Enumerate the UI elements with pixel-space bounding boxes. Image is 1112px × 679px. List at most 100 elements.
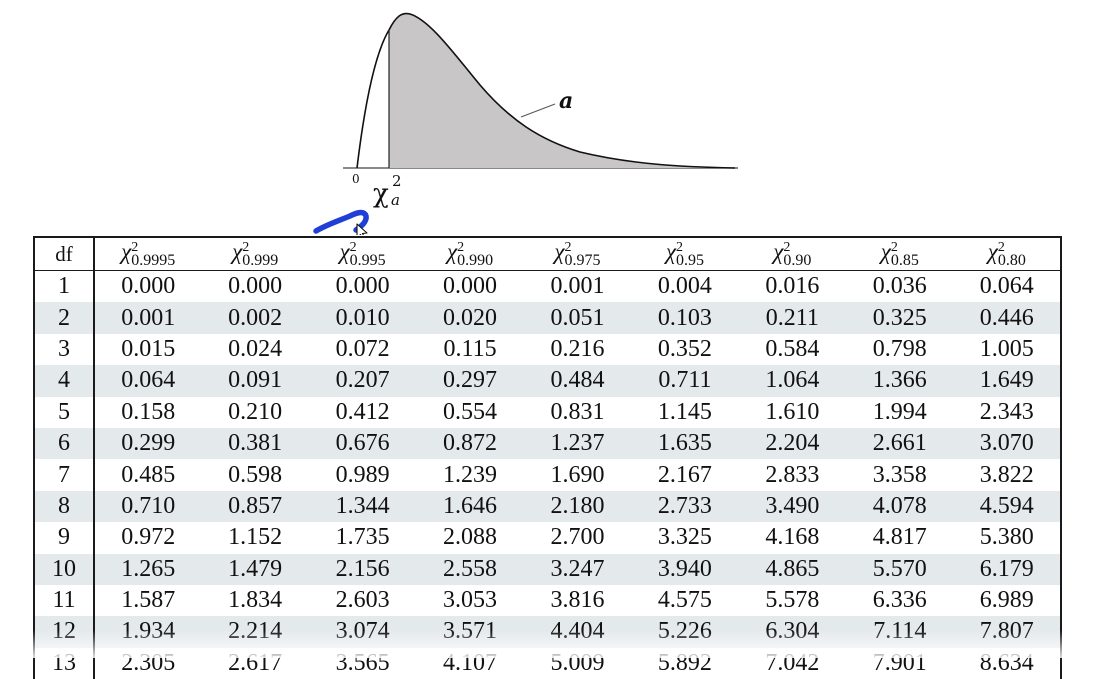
- column-subscript: 0.85: [891, 253, 919, 269]
- chi-symbol: χ: [666, 239, 676, 264]
- value-cell: 7.042: [739, 648, 846, 679]
- value-cell: 0.015: [94, 334, 201, 365]
- value-cell: 0.016: [739, 271, 846, 303]
- value-cell: 3.070: [954, 428, 1062, 459]
- value-cell: 1.265: [94, 554, 201, 585]
- value-cell: 8.634: [954, 648, 1062, 679]
- value-cell: 4.404: [524, 616, 631, 647]
- value-cell: 0.446: [954, 302, 1062, 333]
- value-cell: 0.051: [524, 302, 631, 333]
- df-cell: 1: [34, 271, 94, 303]
- value-cell: 5.226: [631, 616, 738, 647]
- value-cell: 2.558: [416, 554, 523, 585]
- value-cell: 0.485: [94, 459, 201, 490]
- value-cell: 0.584: [739, 334, 846, 365]
- value-cell: 4.078: [846, 491, 953, 522]
- value-cell: 0.352: [631, 334, 738, 365]
- value-cell: 2.603: [309, 585, 416, 616]
- value-cell: 4.817: [846, 522, 953, 553]
- value-cell: 1.145: [631, 397, 738, 428]
- zero-label: 0: [352, 172, 360, 186]
- value-cell: 0.024: [201, 334, 308, 365]
- column-subscript: 0.999: [242, 253, 278, 269]
- value-cell: 0.010: [309, 302, 416, 333]
- value-cell: 2.661: [846, 428, 953, 459]
- value-cell: 3.053: [416, 585, 523, 616]
- column-subscript: 0.975: [565, 253, 601, 269]
- chi-symbol: χ: [773, 239, 783, 264]
- value-cell: 5.578: [739, 585, 846, 616]
- chi-square-distribution-figure: 0 χ 2 a a: [0, 0, 1112, 235]
- value-cell: 4.594: [954, 491, 1062, 522]
- value-cell: 2.343: [954, 397, 1062, 428]
- df-cell: 12: [34, 616, 94, 647]
- value-cell: 0.412: [309, 397, 416, 428]
- value-cell: 2.204: [739, 428, 846, 459]
- value-cell: 0.484: [524, 365, 631, 396]
- value-cell: 1.479: [201, 554, 308, 585]
- value-cell: 3.358: [846, 459, 953, 490]
- value-cell: 0.710: [94, 491, 201, 522]
- value-cell: 5.570: [846, 554, 953, 585]
- value-cell: 0.216: [524, 334, 631, 365]
- value-cell: 3.247: [524, 554, 631, 585]
- value-cell: 0.211: [739, 302, 846, 333]
- value-cell: 3.565: [309, 648, 416, 679]
- value-cell: 2.167: [631, 459, 738, 490]
- value-cell: 1.610: [739, 397, 846, 428]
- value-cell: 0.115: [416, 334, 523, 365]
- value-cell: 4.575: [631, 585, 738, 616]
- chi-symbol: χ: [988, 239, 998, 264]
- value-cell: 1.005: [954, 334, 1062, 365]
- value-cell: 0.000: [94, 271, 201, 303]
- value-cell: 3.940: [631, 554, 738, 585]
- value-cell: 0.000: [309, 271, 416, 303]
- value-cell: 1.587: [94, 585, 201, 616]
- value-cell: 1.735: [309, 522, 416, 553]
- value-cell: 0.000: [416, 271, 523, 303]
- value-cell: 2.733: [631, 491, 738, 522]
- value-cell: 0.072: [309, 334, 416, 365]
- value-cell: 4.168: [739, 522, 846, 553]
- value-cell: 0.989: [309, 459, 416, 490]
- value-cell: 0.210: [201, 397, 308, 428]
- value-cell: 2.156: [309, 554, 416, 585]
- value-cell: 7.901: [846, 648, 953, 679]
- value-cell: 3.325: [631, 522, 738, 553]
- value-cell: 1.635: [631, 428, 738, 459]
- df-cell: 8: [34, 491, 94, 522]
- value-cell: 2.700: [524, 522, 631, 553]
- column-subscript: 0.80: [998, 253, 1026, 269]
- value-cell: 0.598: [201, 459, 308, 490]
- df-cell: 5: [34, 397, 94, 428]
- value-cell: 1.834: [201, 585, 308, 616]
- value-cell: 4.865: [739, 554, 846, 585]
- area-label: a: [559, 88, 573, 114]
- value-cell: 2.088: [416, 522, 523, 553]
- value-cell: 1.152: [201, 522, 308, 553]
- chi-symbol: χ: [554, 239, 564, 264]
- value-cell: 3.571: [416, 616, 523, 647]
- value-cell: 0.064: [954, 271, 1062, 303]
- value-cell: 0.000: [201, 271, 308, 303]
- value-cell: 0.798: [846, 334, 953, 365]
- value-cell: 0.002: [201, 302, 308, 333]
- value-cell: 0.158: [94, 397, 201, 428]
- value-cell: 0.001: [94, 302, 201, 333]
